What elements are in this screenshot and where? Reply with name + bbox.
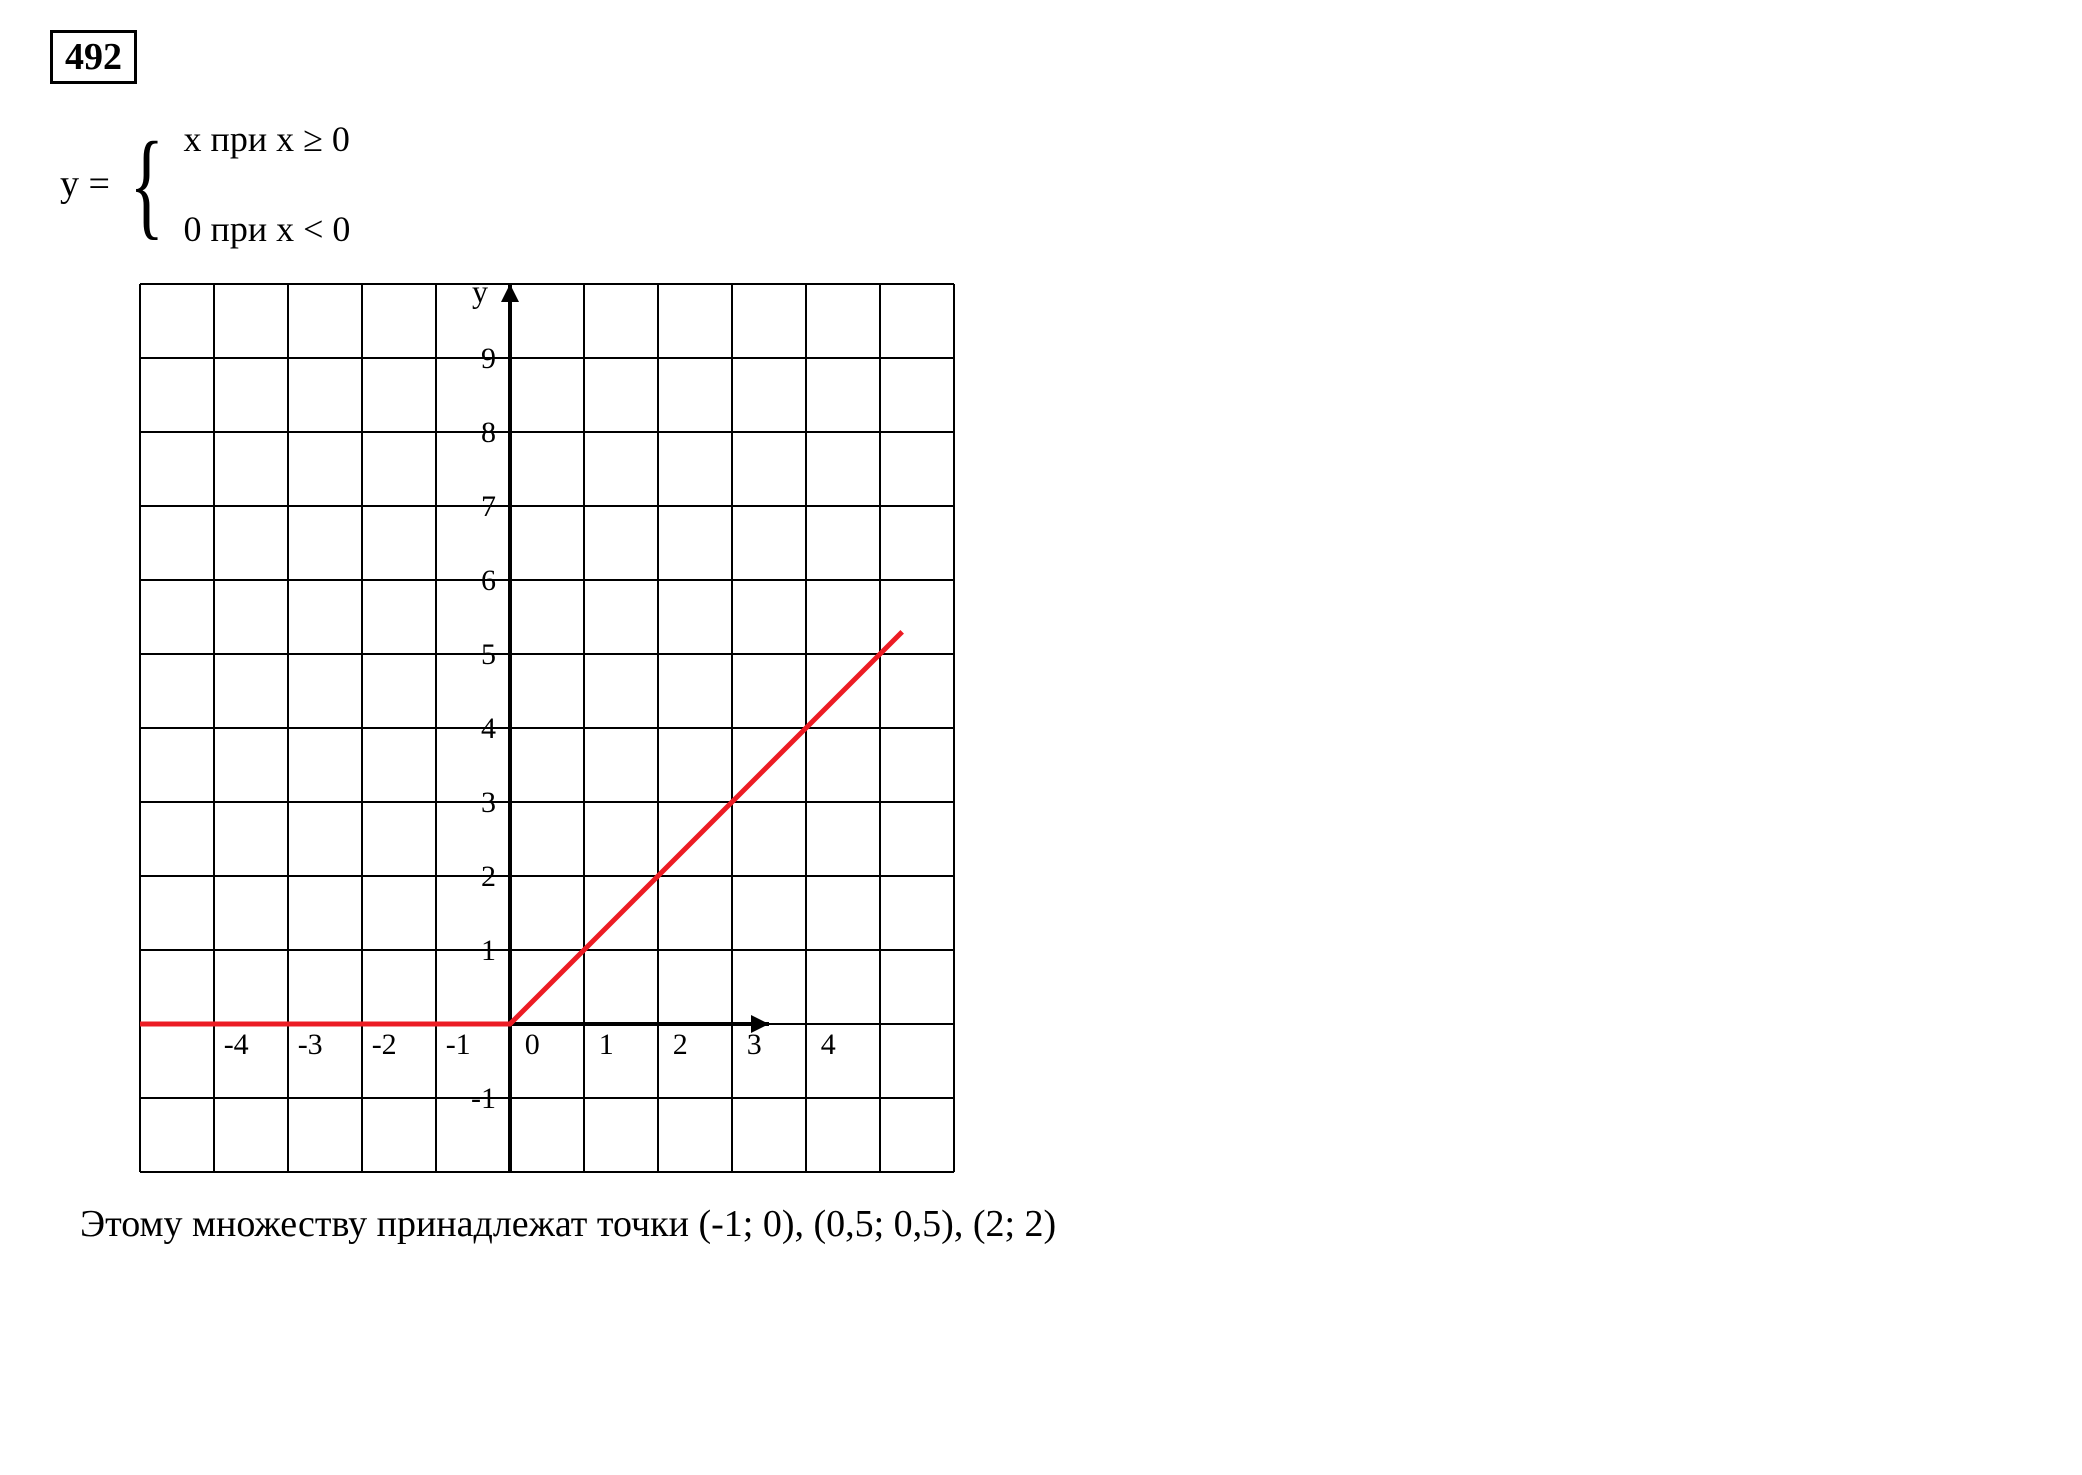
svg-text:-3: -3: [298, 1028, 323, 1061]
svg-text:-2: -2: [372, 1028, 397, 1061]
problem-number: 492: [50, 30, 137, 84]
svg-text:4: 4: [821, 1028, 836, 1061]
chart-container: y -4 -3 -2 -1 0 1 2 3 4 -1 1 2 3 4 5 6 7 8 9: [120, 274, 2032, 1187]
formula-lhs: y =: [60, 162, 110, 206]
svg-text:5: 5: [481, 638, 496, 671]
svg-text:-4: -4: [224, 1028, 249, 1061]
svg-text:1: 1: [599, 1028, 614, 1061]
svg-text:2: 2: [481, 860, 496, 893]
svg-text:-1: -1: [471, 1082, 496, 1115]
answer-text: Этому множеству принадлежат точки (-1; 0…: [80, 1202, 2032, 1246]
svg-text:7: 7: [481, 490, 496, 523]
svg-text:3: 3: [747, 1028, 762, 1061]
svg-text:-1: -1: [446, 1028, 471, 1061]
case-2: 0 при x < 0: [184, 208, 351, 250]
svg-text:9: 9: [481, 342, 496, 375]
piecewise-formula: y = { x при x ≥ 0 0 при x < 0: [60, 114, 2032, 254]
function-graph: y -4 -3 -2 -1 0 1 2 3 4 -1 1 2 3 4 5 6 7 8 9: [120, 274, 974, 1182]
svg-text:6: 6: [481, 564, 496, 597]
brace-wrapper: { x при x ≥ 0 0 при x < 0: [118, 114, 350, 254]
svg-text:3: 3: [481, 786, 496, 819]
svg-text:0: 0: [525, 1028, 540, 1061]
svg-text:4: 4: [481, 712, 496, 745]
svg-text:1: 1: [481, 934, 496, 967]
cases: x при x ≥ 0 0 при x < 0: [184, 114, 351, 254]
svg-text:y: y: [472, 274, 488, 309]
svg-text:8: 8: [481, 416, 496, 449]
svg-text:2: 2: [673, 1028, 688, 1061]
case-1: x при x ≥ 0: [184, 118, 351, 160]
left-brace: {: [129, 114, 164, 254]
